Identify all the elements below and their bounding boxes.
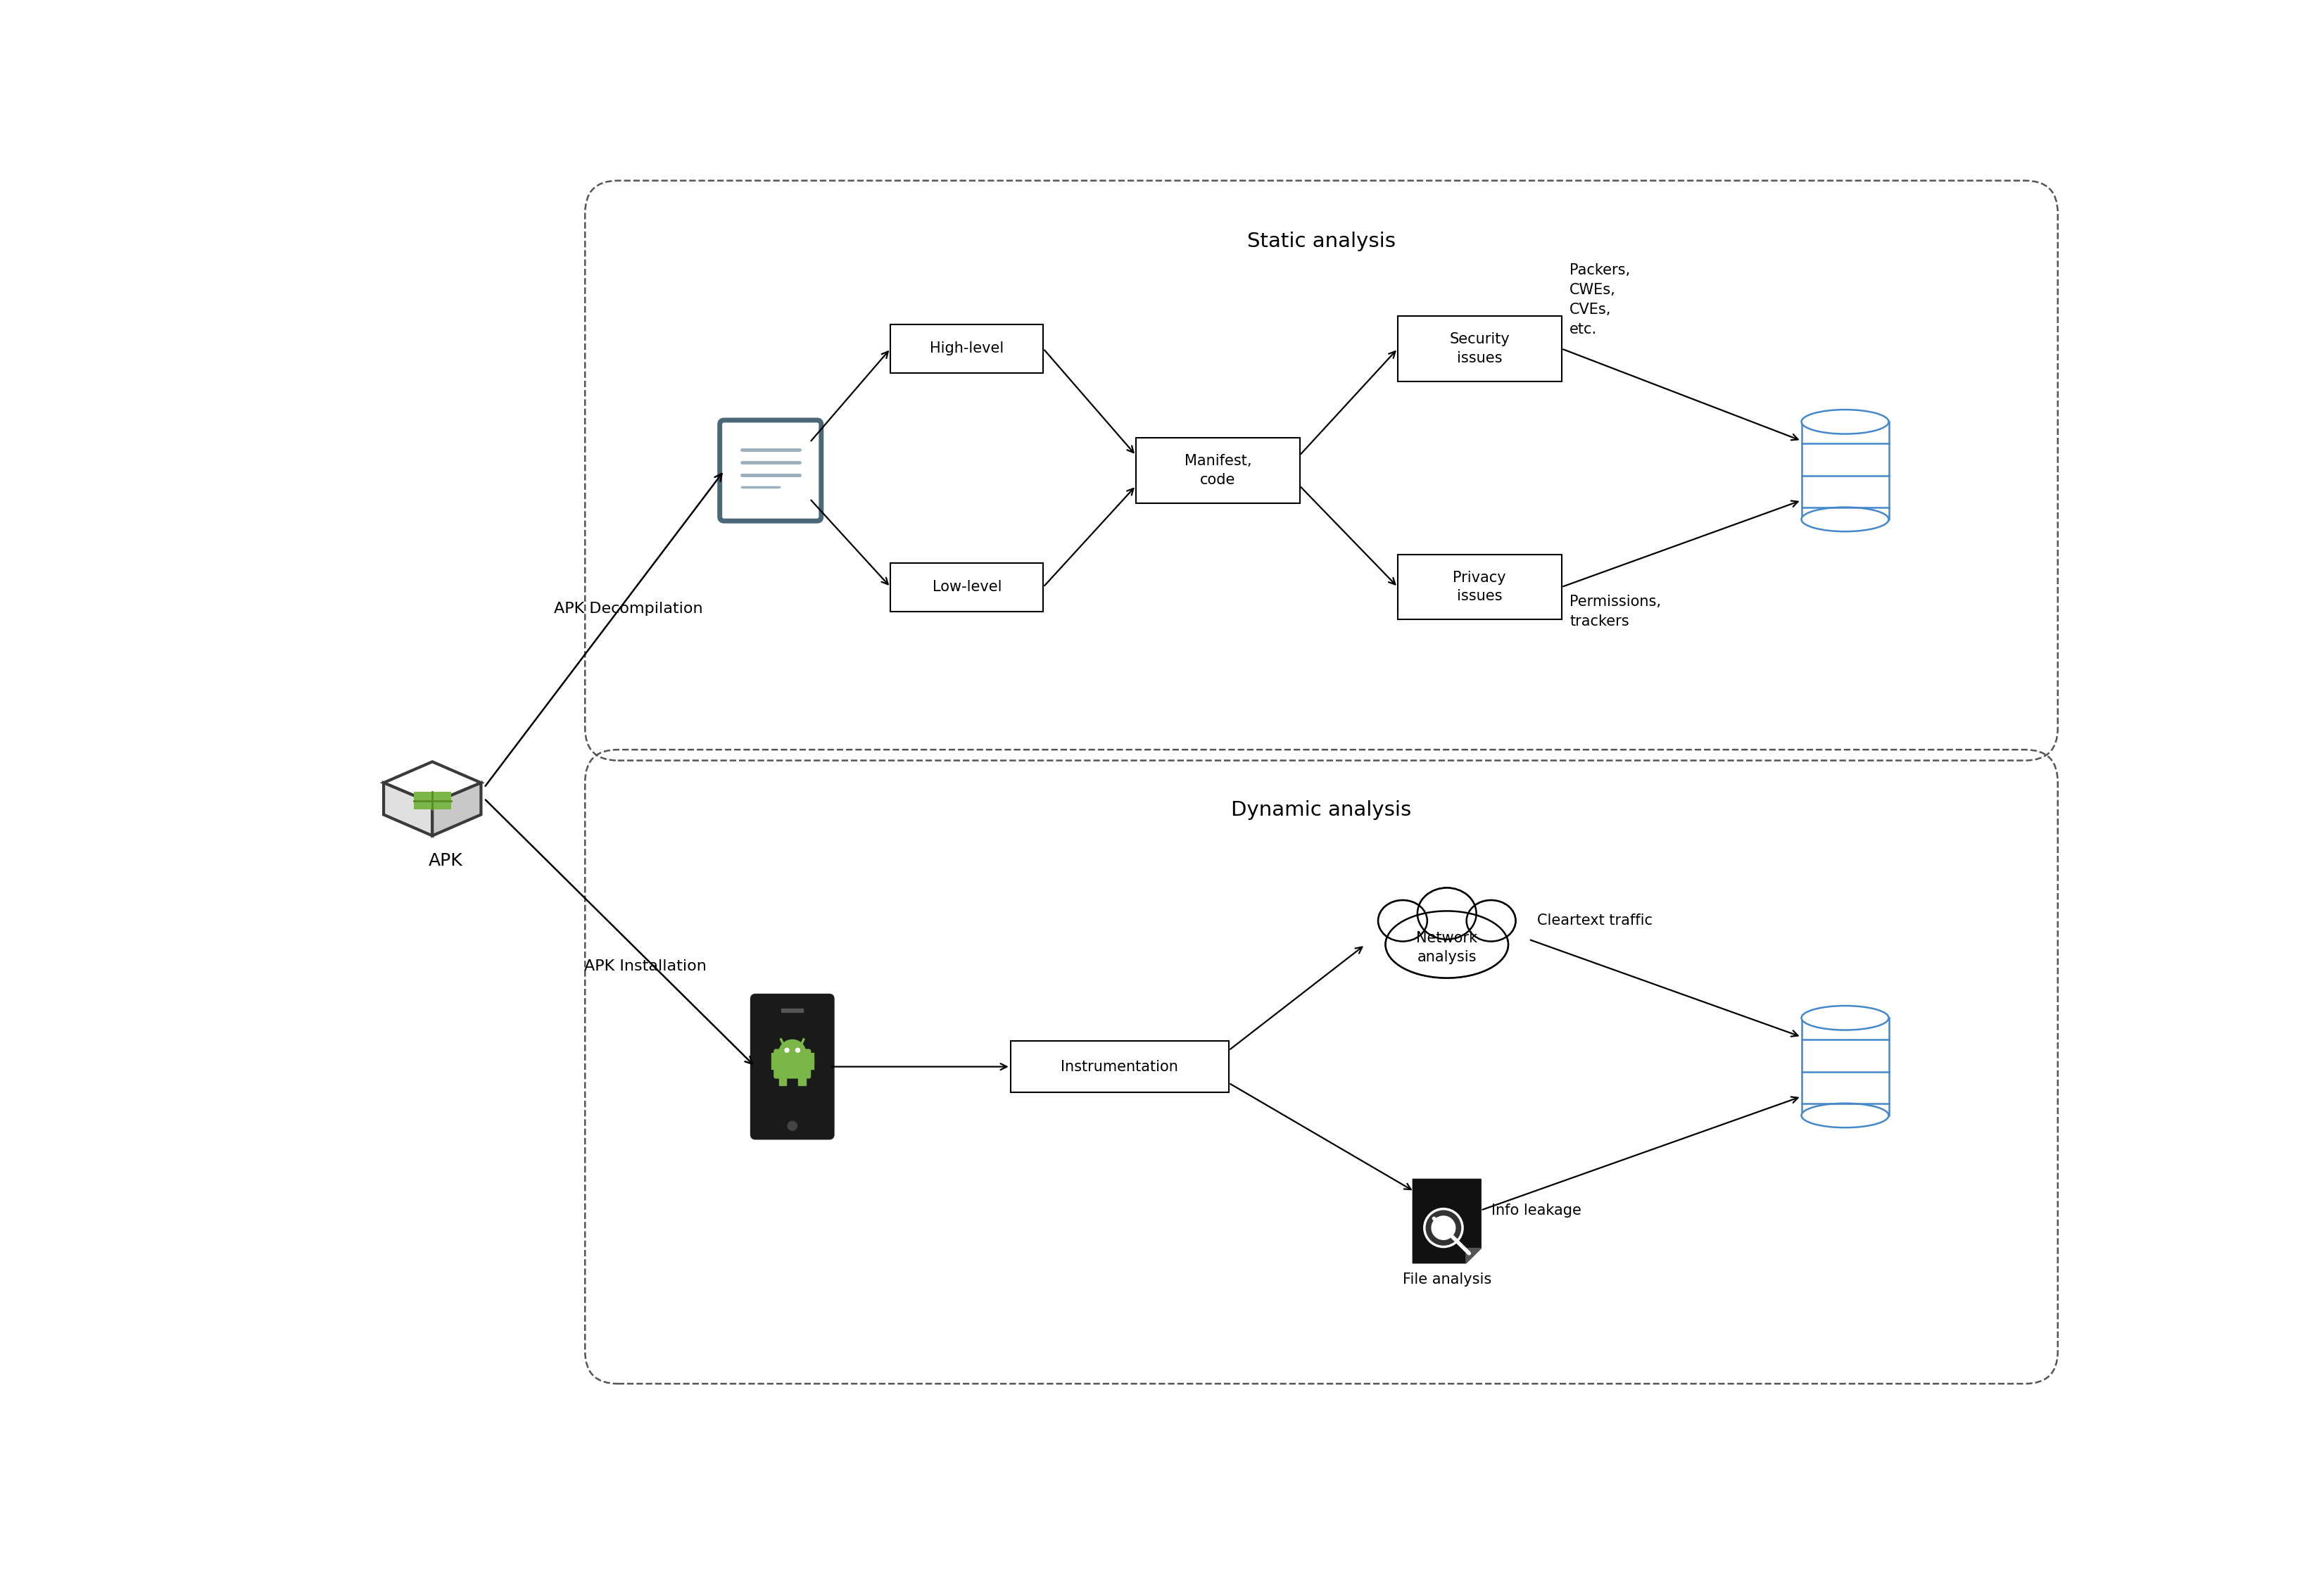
Circle shape — [786, 1048, 790, 1052]
Text: Cleartext traffic: Cleartext traffic — [1536, 914, 1652, 928]
Polygon shape — [414, 793, 451, 809]
Circle shape — [1425, 1210, 1462, 1247]
Polygon shape — [383, 761, 481, 804]
Ellipse shape — [1801, 1005, 1889, 1030]
Ellipse shape — [1385, 911, 1508, 978]
Ellipse shape — [1385, 911, 1508, 978]
Circle shape — [788, 1122, 797, 1131]
Ellipse shape — [1801, 1103, 1889, 1128]
Text: High-level: High-level — [930, 341, 1004, 355]
Polygon shape — [779, 1040, 806, 1054]
Ellipse shape — [1378, 900, 1427, 941]
FancyBboxPatch shape — [1136, 437, 1299, 503]
FancyBboxPatch shape — [1397, 316, 1562, 381]
FancyBboxPatch shape — [1397, 555, 1562, 620]
FancyBboxPatch shape — [890, 563, 1043, 612]
Text: Dynamic analysis: Dynamic analysis — [1232, 801, 1411, 820]
Bar — [781, 1008, 804, 1011]
Circle shape — [1432, 1216, 1455, 1240]
Polygon shape — [1466, 1249, 1480, 1263]
Ellipse shape — [1378, 900, 1427, 941]
Text: Permissions,
trackers: Permissions, trackers — [1569, 595, 1662, 628]
Bar — [772, 1052, 779, 1070]
Text: Manifest,
code: Manifest, code — [1185, 455, 1250, 488]
Polygon shape — [383, 783, 432, 835]
Ellipse shape — [1801, 409, 1889, 434]
Bar — [799, 1074, 806, 1085]
Polygon shape — [1413, 1180, 1480, 1263]
Text: APK Installation: APK Installation — [583, 960, 706, 974]
Text: Packers,
CWEs,
CVEs,
etc.: Packers, CWEs, CVEs, etc. — [1569, 263, 1629, 337]
Text: Privacy
issues: Privacy issues — [1452, 571, 1506, 604]
FancyBboxPatch shape — [774, 1049, 811, 1079]
Text: Security
issues: Security issues — [1450, 332, 1511, 365]
Bar — [779, 1074, 786, 1085]
FancyBboxPatch shape — [751, 994, 834, 1139]
Bar — [1801, 1018, 1889, 1115]
Text: Static analysis: Static analysis — [1248, 231, 1397, 252]
Text: Network
analysis: Network analysis — [1415, 931, 1478, 964]
Text: APK: APK — [430, 853, 462, 870]
Text: Low-level: Low-level — [932, 580, 1002, 595]
Bar — [760, 1015, 823, 1115]
Text: APK Decompilation: APK Decompilation — [553, 602, 704, 615]
FancyBboxPatch shape — [1011, 1041, 1229, 1092]
Text: Info leakage: Info leakage — [1492, 1203, 1583, 1218]
Ellipse shape — [1418, 887, 1476, 939]
Ellipse shape — [1418, 887, 1476, 939]
Ellipse shape — [1466, 900, 1515, 941]
FancyBboxPatch shape — [720, 420, 820, 521]
Bar — [1801, 422, 1889, 519]
Ellipse shape — [1466, 900, 1515, 941]
Text: Instrumentation: Instrumentation — [1060, 1060, 1178, 1074]
FancyBboxPatch shape — [890, 324, 1043, 373]
Polygon shape — [432, 783, 481, 835]
Bar — [806, 1052, 813, 1070]
Circle shape — [795, 1048, 799, 1052]
Ellipse shape — [1801, 507, 1889, 532]
Text: File analysis: File analysis — [1401, 1273, 1492, 1287]
